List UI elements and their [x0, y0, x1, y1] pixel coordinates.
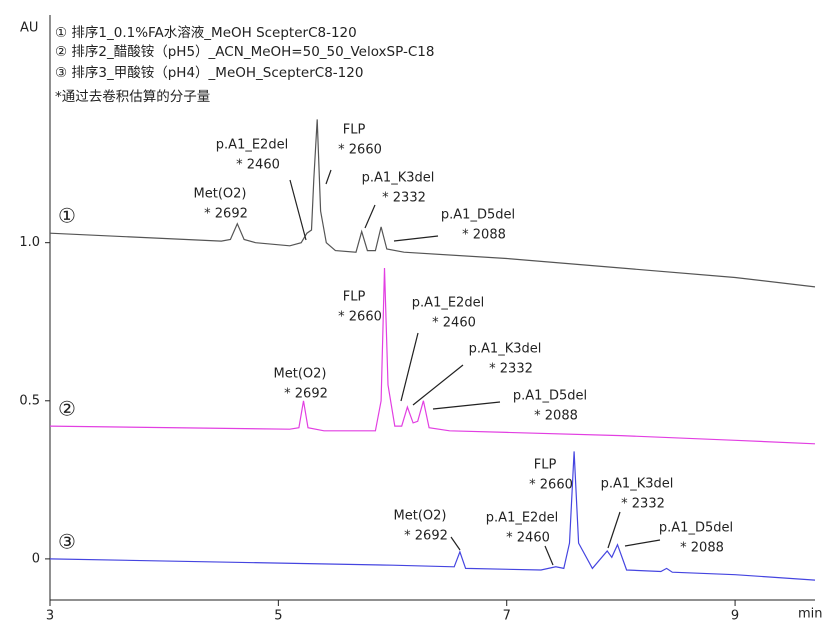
peak-label: Met(O2) [394, 509, 447, 524]
leader-line [364, 204, 376, 229]
peak-mw: * 2460 [432, 316, 476, 331]
peak-label: Met(O2) [194, 187, 247, 202]
trace [49, 451, 816, 581]
x-tick-label: 5 [274, 609, 282, 624]
peak-mw: * 2332 [489, 362, 533, 377]
leader-line [400, 332, 419, 402]
trace-marker: ③ [58, 530, 76, 554]
peak-label: Met(O2) [274, 367, 327, 382]
peak-label: FLP [343, 290, 366, 305]
peak-label: FLP [343, 123, 366, 138]
leader-line [607, 511, 621, 549]
note: *通过去卷积估算的分子量 [55, 89, 210, 105]
x-tick-label: 7 [503, 609, 511, 624]
y-axis-label: AU [20, 21, 38, 36]
leader-line [325, 169, 332, 185]
peak-label: p.A1_E2del [412, 296, 484, 311]
peak-label: p.A1_E2del [486, 511, 558, 526]
leader-line [624, 539, 661, 547]
x-tick-label: 3 [46, 609, 54, 624]
legend-entry: ③ 排序3_甲酸铵（pH4）_MeOH_ScepterC8-120 [55, 65, 363, 81]
peak-mw: * 2692 [204, 207, 248, 222]
peak-mw: * 2460 [506, 531, 550, 546]
y-tick-label: 0 [32, 551, 40, 566]
peak-mw: * 2660 [529, 478, 573, 493]
peak-mw: * 2332 [621, 497, 665, 512]
peak-label: p.A1_K3del [362, 171, 435, 186]
peak-mw: * 2692 [284, 387, 328, 402]
x-axis-label: min [798, 607, 823, 622]
x-tick-label: 9 [731, 609, 739, 624]
peak-label: p.A1_D5del [441, 208, 515, 223]
leader-line [412, 364, 464, 406]
legend-entry: ① 排序1_0.1%FA水溶液_MeOH ScepterC8-120 [55, 25, 357, 41]
peak-label: p.A1_D5del [513, 389, 587, 404]
leader-line [393, 235, 439, 242]
legend-entry: ② 排序2_醋酸铵（pH5）_ACN_MeOH=50_50_VeloxSP-C1… [55, 44, 434, 60]
peak-mw: * 2460 [236, 158, 280, 173]
peak-mw: * 2660 [338, 143, 382, 158]
trace [49, 267, 816, 445]
peak-label: p.A1_D5del [659, 521, 733, 536]
peak-mw: * 2088 [680, 541, 724, 556]
peak-mw: * 2332 [382, 191, 426, 206]
leader-line [450, 536, 461, 551]
y-tick-label: 0.5 [19, 393, 40, 408]
peak-label: FLP [534, 458, 557, 473]
leader-line [289, 179, 307, 241]
y-tick-label: 1.0 [19, 235, 40, 250]
peak-label: p.A1_K3del [469, 342, 542, 357]
peak-mw: * 2088 [534, 409, 578, 424]
trace-marker: ① [58, 204, 76, 228]
peak-mw: * 2088 [462, 228, 506, 243]
leader-line [544, 545, 554, 566]
trace [49, 119, 816, 288]
trace-marker: ② [58, 397, 76, 421]
peak-label: p.A1_E2del [216, 138, 288, 153]
peak-mw: * 2660 [338, 310, 382, 325]
leader-line [432, 401, 501, 410]
peak-mw: * 2692 [404, 529, 448, 544]
peak-label: p.A1_K3del [601, 477, 674, 492]
